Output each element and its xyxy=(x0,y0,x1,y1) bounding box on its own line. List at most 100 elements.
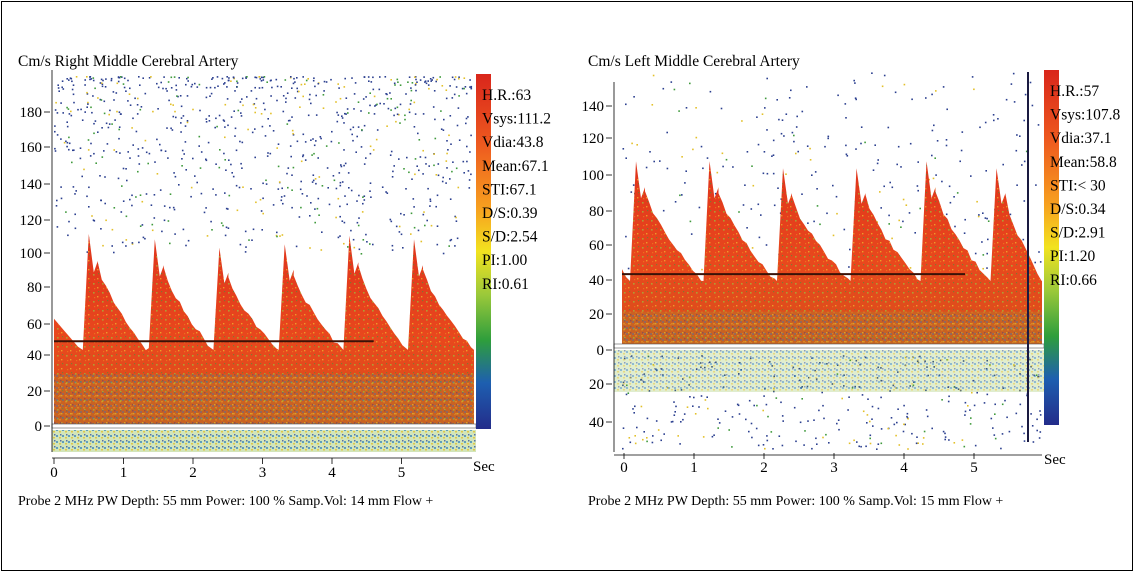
noise-dot xyxy=(436,78,438,81)
noise-dot xyxy=(89,76,91,78)
noise-dot xyxy=(887,427,889,430)
noise-dot xyxy=(406,156,408,159)
noise-dot xyxy=(843,228,846,231)
noise-dot xyxy=(414,76,416,78)
noise-dot xyxy=(860,445,862,448)
noise-dot xyxy=(807,420,809,422)
noise-dot xyxy=(1039,261,1042,263)
noise-dot xyxy=(721,152,724,155)
noise-dot xyxy=(93,122,95,125)
noise-dot xyxy=(294,97,297,99)
noise-dot xyxy=(300,160,303,163)
noise-dot xyxy=(92,79,95,82)
noise-dot xyxy=(276,231,278,234)
noise-dot xyxy=(880,442,883,445)
noise-dot xyxy=(405,188,407,190)
noise-dot xyxy=(250,90,253,92)
noise-dot xyxy=(89,78,91,81)
noise-dot xyxy=(187,239,190,242)
noise-dot xyxy=(1023,432,1025,435)
noise-dot xyxy=(389,92,391,94)
noise-dot xyxy=(127,100,129,102)
noise-dot xyxy=(60,102,62,104)
noise-dot xyxy=(832,234,835,237)
noise-dot xyxy=(234,90,236,92)
noise-dot xyxy=(925,97,927,99)
noise-dot xyxy=(398,225,401,228)
noise-dot xyxy=(434,118,436,121)
noise-dot xyxy=(57,87,60,89)
noise-dot xyxy=(403,214,405,216)
noise-dot xyxy=(413,101,416,104)
noise-dot xyxy=(71,161,73,164)
noise-dot xyxy=(205,118,208,120)
noise-dot xyxy=(121,241,124,244)
noise-dot xyxy=(717,418,719,420)
noise-dot xyxy=(137,97,139,100)
noise-dot xyxy=(695,136,698,139)
noise-dot xyxy=(175,116,177,119)
noise-dot xyxy=(678,110,680,112)
noise-dot xyxy=(744,184,746,186)
noise-dot xyxy=(87,149,90,151)
noise-dot xyxy=(226,76,228,78)
noise-dot xyxy=(646,417,649,420)
low-velocity-band xyxy=(622,311,1042,346)
noise-dot xyxy=(1039,414,1042,416)
noise-dot xyxy=(770,431,773,433)
x-tick-label: 5 xyxy=(398,465,406,481)
noise-dot xyxy=(659,160,661,162)
noise-dot xyxy=(636,144,638,146)
noise-dot xyxy=(345,97,348,99)
noise-dot xyxy=(803,444,805,446)
noise-dot xyxy=(236,80,238,83)
noise-dot xyxy=(974,444,977,447)
noise-dot xyxy=(93,152,95,155)
noise-dot xyxy=(139,194,142,196)
noise-dot xyxy=(222,119,225,121)
noise-dot xyxy=(272,204,275,206)
noise-dot xyxy=(291,116,293,118)
noise-dot xyxy=(182,115,185,117)
noise-dot xyxy=(120,211,123,213)
noise-dot xyxy=(801,398,803,400)
noise-dot xyxy=(92,77,95,79)
noise-dot xyxy=(144,92,147,95)
noise-dot xyxy=(625,235,627,238)
stat-value: H.R.:57 xyxy=(1050,83,1099,100)
noise-dot xyxy=(241,77,244,80)
noise-dot xyxy=(287,119,290,122)
noise-dot xyxy=(763,151,766,153)
noise-dot xyxy=(125,239,128,241)
noise-dot xyxy=(262,79,265,81)
noise-dot xyxy=(1022,238,1025,241)
noise-dot xyxy=(761,113,764,115)
color-scale-bar xyxy=(1044,70,1059,425)
noise-dot xyxy=(68,220,70,223)
noise-dot xyxy=(339,215,341,218)
noise-dot xyxy=(363,199,366,201)
noise-dot xyxy=(126,179,128,182)
noise-dot xyxy=(1023,119,1025,122)
noise-dot xyxy=(300,180,302,183)
noise-dot xyxy=(911,432,913,435)
noise-dot xyxy=(704,399,707,401)
noise-dot xyxy=(242,186,244,188)
noise-dot xyxy=(363,124,366,127)
noise-dot xyxy=(300,83,303,86)
noise-dot xyxy=(322,94,325,96)
noise-dot xyxy=(236,82,239,84)
noise-dot xyxy=(430,80,432,82)
noise-dot xyxy=(100,199,102,202)
noise-dot xyxy=(424,80,427,82)
noise-dot xyxy=(105,122,108,125)
noise-dot xyxy=(56,199,58,202)
noise-dot xyxy=(291,206,293,209)
noise-dot xyxy=(144,237,146,240)
noise-dot xyxy=(122,167,125,170)
noise-dot xyxy=(111,123,113,125)
noise-dot xyxy=(461,87,464,90)
noise-dot xyxy=(343,122,345,124)
noise-dot xyxy=(138,241,140,244)
noise-dot xyxy=(916,436,918,438)
